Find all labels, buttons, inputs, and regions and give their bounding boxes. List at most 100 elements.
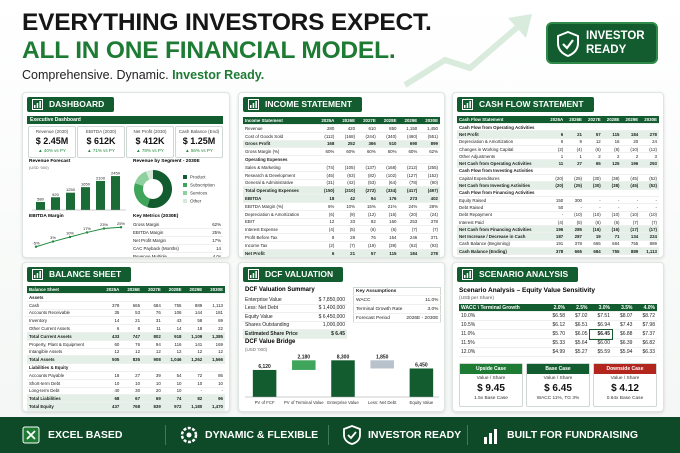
value-cell: $8.72 — [634, 311, 657, 321]
panel-title: CASH FLOW STATEMENT — [457, 97, 594, 112]
value-cell: 684 — [602, 240, 622, 249]
bar-label: 8,300 — [337, 354, 350, 360]
value-cell — [398, 155, 420, 164]
value-cell: (25) — [565, 181, 584, 190]
value-cell: 273 — [398, 194, 420, 203]
value-cell: $8.07 — [611, 311, 635, 321]
table-row: EBIT 12 33 82 160 253 378 — [243, 218, 440, 227]
label-cell: 10.5% — [459, 320, 545, 330]
header-cell: 2027E — [142, 286, 163, 294]
value-cell: 1,566 — [204, 355, 225, 365]
value-cell: (6) — [377, 225, 399, 235]
value-cell: 850 — [377, 124, 399, 133]
panel-icon — [32, 269, 43, 280]
tagline: Comprehensive. Dynamic. Investor Ready. — [22, 68, 264, 82]
value-cell: 2% — [315, 257, 336, 258]
bar — [96, 180, 105, 210]
value-cell: 6% — [315, 202, 337, 211]
value-cell: (90) — [419, 179, 440, 188]
value-cell: (5) — [565, 218, 584, 227]
value-cell: 62% — [204, 221, 223, 229]
value-cell: 378 — [546, 247, 566, 256]
table-row: CAC Payback (Months) 14 — [131, 244, 223, 253]
value-cell: 10 — [204, 379, 225, 388]
table-row: Equity Value $ 6,450,000 — [243, 312, 347, 322]
value-cell: 378 — [100, 301, 122, 310]
value-cell: 43 — [162, 316, 184, 326]
table-header-row: Balance Sheet 2025A 2026E 2027E 2028E 2029E 20… — [27, 286, 225, 294]
value-cell: 176 — [377, 194, 399, 203]
label-cell: Operating Expenses — [243, 155, 316, 164]
bar — [81, 187, 90, 210]
value-cell: 21 — [121, 316, 143, 326]
value-cell — [583, 189, 603, 197]
value-cell: 6 — [315, 249, 337, 257]
table-row: 11.5% $5.33 $5.64 $6.00 $6.39 $6.82 — [459, 338, 657, 348]
table: WACC \ Terminal Growth 2.0% 2.5% 3.0% 3.5% 4.… — [459, 304, 657, 357]
value-cell: $5.27 — [567, 347, 590, 357]
bar-label: 920 — [52, 192, 59, 197]
value-cell: 253 — [398, 218, 420, 227]
table-row: Operating Expenses — [243, 155, 440, 164]
value-cell: (64) — [377, 179, 399, 188]
value-cell: 899 — [419, 140, 440, 149]
label-cell: Profit Before Tax — [243, 233, 316, 242]
bar-label: 2100 — [96, 175, 106, 180]
header-cell: 2028E — [602, 116, 622, 124]
label-cell: Cash Flow from Operating Activities — [457, 123, 547, 132]
card-label: Value / Share — [543, 376, 573, 381]
x-tick-label: PV of FCF — [255, 400, 275, 405]
kpi-card: Revenue (2030) $ 2.45M ▲ 40% vs PY — [28, 126, 76, 158]
value-cell: (6) — [583, 218, 603, 227]
value-cell: 10 — [142, 379, 163, 388]
badge-line-2: READY — [586, 44, 627, 56]
table-row: Gross Profit 168 252 366 510 690 899 — [243, 140, 440, 149]
value-cell: 57 — [583, 130, 603, 139]
table-row: Cash Flow from Investing Activities — [457, 167, 659, 176]
value-cell: (255) — [419, 163, 440, 172]
x-tick-label: Equity Value — [409, 400, 433, 405]
label-cell: Short-term Debt — [27, 379, 101, 388]
label-cell: Gross Margin — [131, 221, 205, 229]
value-cell: 39 — [142, 371, 163, 380]
footer-item: BUILT FOR FUNDRAISING — [507, 429, 639, 441]
point-label: 17% — [83, 226, 91, 231]
chart-title: DCF Value Bridge — [245, 339, 296, 345]
value-cell: $5.70 — [544, 329, 568, 339]
table-row: EBITDA Margin (%) 6% 10% 15% 21% 24% 28% — [243, 202, 440, 211]
bar — [111, 176, 120, 210]
section-unit: (US$ per Share) — [459, 296, 494, 301]
chart-title: Key Metrics (2030E) — [133, 214, 179, 219]
value-cell: (38) — [602, 174, 622, 183]
value-cell: (168) — [336, 132, 358, 141]
value-cell: - — [546, 211, 566, 219]
value-cell: $ 1,400,000 — [310, 304, 347, 313]
value-cell: - — [640, 203, 659, 212]
value-cell — [121, 363, 143, 372]
label-cell: Estimated Share Price — [243, 329, 311, 339]
value-cell: 10 — [183, 379, 205, 388]
value-cell: - — [621, 196, 641, 205]
value-cell — [546, 123, 566, 132]
value-cell: (9) — [336, 210, 358, 219]
table-row: Cash Balance (Ending) 378 665 684 755 889 1,11… — [457, 247, 659, 256]
value-cell — [621, 167, 641, 176]
panel: SCENARIO ANALYSIS Scenario Analysis – Equ… — [452, 262, 664, 412]
value-cell: 54 — [162, 371, 184, 380]
section-title: Scenario Analysis – Equity Value Sensiti… — [459, 287, 595, 294]
value-cell: 12 — [183, 348, 205, 357]
label-cell: Other Adjustments — [457, 152, 547, 161]
value-cell: $7.51 — [589, 311, 612, 321]
label-cell: Liabilities & Equity — [27, 363, 101, 372]
point-label: 23% — [100, 222, 108, 227]
value-cell: $5.94 — [611, 347, 635, 357]
table-row: Cash Balance (Beginning) 191 378 665 684 755 8… — [457, 240, 659, 249]
bar — [409, 368, 434, 397]
value-cell: 33 — [336, 218, 358, 227]
value-cell: (52) — [640, 181, 659, 190]
table-row: Estimated Share Price $ 6.45 — [243, 329, 347, 339]
value-cell: (31) — [315, 179, 337, 188]
value-cell: 76 — [142, 309, 163, 318]
value-cell: 378 — [419, 218, 440, 227]
value-cell: $4.99 — [544, 347, 568, 357]
